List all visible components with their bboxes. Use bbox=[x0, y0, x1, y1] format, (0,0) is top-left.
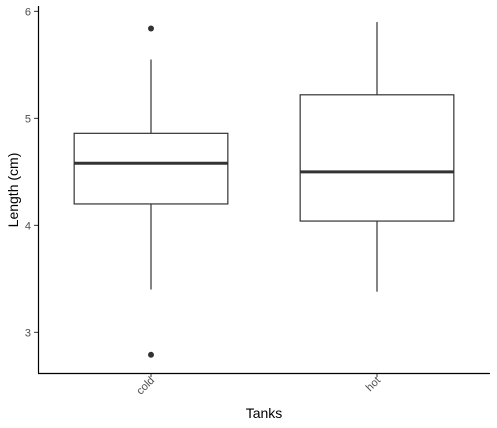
y-tick-label: 6 bbox=[25, 6, 31, 18]
x-axis-ticks: cold hot bbox=[134, 373, 383, 397]
outlier-point bbox=[148, 351, 154, 358]
y-axis-ticks: 3 4 5 6 bbox=[25, 6, 38, 339]
y-axis-title: Length (cm) bbox=[5, 153, 21, 228]
outlier-point bbox=[148, 25, 154, 32]
y-tick-label: 4 bbox=[25, 220, 31, 232]
box-cold bbox=[73, 25, 229, 358]
boxes-layer bbox=[73, 22, 455, 358]
iqr-box bbox=[299, 94, 455, 222]
box-hot bbox=[299, 22, 455, 292]
iqr-box bbox=[73, 132, 229, 205]
y-tick-label: 3 bbox=[25, 327, 31, 339]
x-tick-label: hot bbox=[364, 375, 383, 394]
y-tick-label: 5 bbox=[25, 113, 31, 125]
x-axis-title: Tanks bbox=[246, 405, 283, 421]
x-tick-label: cold bbox=[134, 375, 157, 398]
